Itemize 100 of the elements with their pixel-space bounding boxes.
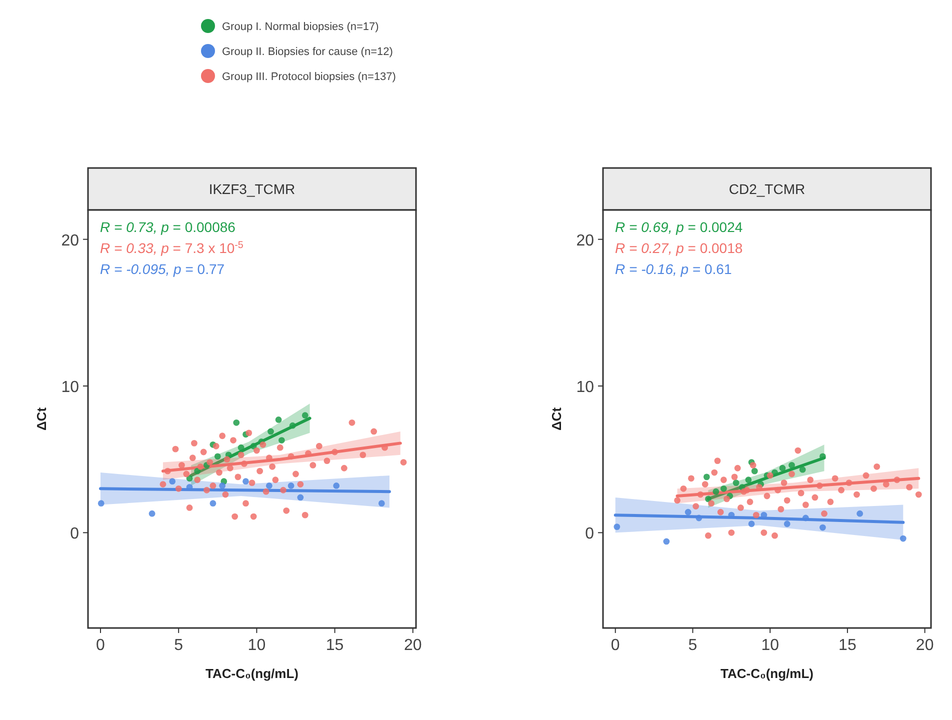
point	[210, 482, 216, 489]
point	[766, 472, 774, 479]
point	[360, 452, 366, 458]
point	[779, 464, 786, 472]
point	[378, 500, 385, 507]
point	[874, 463, 880, 470]
point	[230, 437, 236, 444]
point	[172, 446, 179, 452]
point	[772, 532, 778, 539]
point	[752, 512, 760, 518]
point	[784, 520, 790, 528]
y-tick-label: 0	[585, 526, 594, 543]
point	[728, 529, 735, 536]
point	[788, 462, 795, 468]
x-tick-label: 20	[916, 637, 934, 654]
point	[302, 412, 308, 419]
annotation: R = 0.69, p = 0.0024	[615, 219, 743, 235]
y-tick-label: 10	[576, 379, 594, 396]
point	[748, 520, 755, 528]
point	[705, 532, 712, 539]
point	[760, 529, 768, 536]
point	[870, 485, 877, 492]
point	[798, 490, 804, 496]
chart-title: IKZF3_TCMR	[208, 181, 296, 197]
point	[750, 462, 756, 468]
point	[680, 485, 687, 492]
y-tick-label: 20	[576, 232, 594, 250]
point	[724, 496, 730, 502]
point	[663, 538, 670, 545]
point	[778, 506, 784, 512]
point	[915, 491, 922, 498]
point	[751, 468, 758, 474]
x-tick-label: 10	[761, 637, 780, 654]
point	[732, 480, 740, 486]
point	[183, 470, 190, 478]
point	[268, 428, 274, 435]
point	[332, 448, 338, 456]
point	[862, 472, 870, 479]
point	[882, 481, 890, 488]
point	[240, 460, 248, 467]
x-tick-label: 15	[838, 637, 856, 654]
point	[160, 481, 166, 488]
point	[705, 496, 712, 502]
point	[764, 492, 770, 500]
point	[288, 453, 294, 460]
point	[745, 476, 752, 484]
point	[717, 508, 724, 516]
x-axis-title: TAC-C₀(ng/mL)	[206, 666, 298, 681]
point	[774, 486, 782, 494]
point	[238, 444, 244, 451]
point	[702, 481, 708, 488]
point	[812, 494, 818, 501]
point	[310, 462, 316, 468]
point	[821, 510, 828, 517]
point	[262, 488, 270, 495]
point	[744, 486, 750, 494]
point	[283, 507, 290, 514]
x-tick-label: 0	[610, 637, 620, 654]
point	[214, 453, 221, 460]
annotation: R = 0.33, p = 7.3 x 10$^{-5}$	[100, 240, 244, 256]
annotation: R = -0.095, p = 0.77	[100, 261, 225, 277]
point	[222, 491, 229, 498]
point	[720, 476, 727, 484]
x-tick-label: 0	[96, 637, 106, 654]
point	[191, 440, 198, 446]
point	[200, 448, 207, 456]
point	[802, 502, 809, 508]
chart-title: CD2_TCMR	[728, 181, 806, 197]
x-tick-label: 15	[326, 637, 344, 654]
point	[784, 497, 790, 504]
point	[256, 468, 264, 474]
point	[738, 504, 744, 511]
point	[234, 474, 242, 480]
point	[280, 486, 286, 494]
point	[250, 513, 257, 520]
point	[712, 488, 720, 495]
annotation: R = -0.16, p = 0.61	[615, 261, 732, 277]
point	[711, 469, 718, 476]
point	[316, 442, 322, 450]
point	[248, 480, 256, 486]
point	[703, 474, 710, 480]
point	[894, 476, 900, 484]
point	[233, 419, 240, 426]
point	[348, 419, 356, 426]
point	[224, 456, 230, 463]
point	[856, 510, 864, 517]
point	[708, 500, 714, 507]
y-axis-title: ΔCt	[549, 406, 564, 431]
x-tick-label: 5	[688, 637, 698, 654]
point	[194, 468, 201, 474]
point	[175, 485, 182, 492]
point	[324, 458, 330, 464]
point	[614, 524, 620, 530]
annotation: R = 0.73, p = 0.00086	[100, 219, 236, 235]
point	[802, 514, 809, 522]
point	[827, 498, 834, 506]
y-tick-label: 20	[61, 232, 80, 250]
x-tick-label: 10	[248, 637, 266, 654]
point	[219, 432, 226, 440]
point	[275, 416, 282, 423]
